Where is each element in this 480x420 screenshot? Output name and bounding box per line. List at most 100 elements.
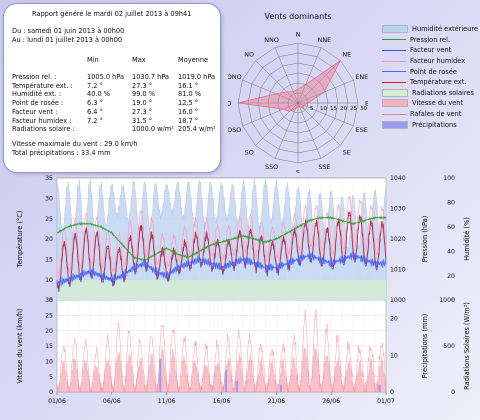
legend-swatch bbox=[382, 60, 406, 62]
y-tick-temperature: 10 bbox=[45, 277, 53, 284]
y-tick-solar: 500 bbox=[443, 343, 455, 350]
y-tick-humidity: 100 bbox=[443, 175, 455, 182]
report-row-label: Humidité ext. : bbox=[12, 90, 61, 99]
rose-spoke bbox=[274, 47, 299, 104]
rose-spoke bbox=[242, 102, 299, 127]
x-tick-label: 01/07 bbox=[377, 398, 395, 405]
rose-ring-label: 5 bbox=[310, 106, 314, 112]
y-tick-pressure: 1010 bbox=[390, 267, 406, 274]
y-axis-label-precipitation: Précipitations (mm) bbox=[421, 314, 429, 379]
x-tick-label: 16/06 bbox=[213, 398, 231, 405]
legend-swatch bbox=[382, 39, 406, 41]
report-cell-min: 40.0 % bbox=[87, 90, 111, 99]
rose-spoke bbox=[297, 102, 341, 146]
y-tick-humidity: 80 bbox=[447, 200, 455, 207]
report-row-label: Température ext. : bbox=[12, 81, 73, 90]
y-tick-precipitation: 0 bbox=[390, 389, 394, 396]
legend-label: Radiations solaires bbox=[412, 88, 474, 97]
report-panel: Rapport généré le mardi 02 juillet 2013 … bbox=[3, 3, 221, 173]
precipitation-bar bbox=[378, 384, 381, 392]
precipitation-bar bbox=[225, 369, 228, 392]
legend-item: Vitesse du vent bbox=[382, 98, 480, 109]
report-row-label: Facteur humidex : bbox=[12, 116, 72, 125]
y-tick-wind: 20 bbox=[45, 328, 53, 335]
y-tick-wind: 25 bbox=[45, 313, 53, 320]
y-tick-temperature: 20 bbox=[45, 236, 53, 243]
rose-direction-label: NO bbox=[244, 51, 254, 59]
y-tick-humidity: 60 bbox=[447, 224, 455, 231]
total-precip: Total précipitations : 33.4 mm bbox=[12, 149, 111, 157]
gust-line bbox=[56, 308, 387, 393]
legend-label: Rafales de vent bbox=[410, 110, 462, 119]
legend-item: Pression rel. bbox=[382, 35, 480, 46]
legend-swatch bbox=[382, 49, 406, 51]
report-cell-avg: 81.0 % bbox=[178, 90, 202, 99]
legend-label: Facteur humidex bbox=[410, 57, 466, 66]
legend-item: Humidité extérieure bbox=[382, 24, 480, 35]
y-tick-pressure: 1020 bbox=[390, 236, 406, 243]
rose-direction-label: ONO bbox=[228, 73, 242, 81]
y-tick-wind: 5 bbox=[49, 374, 53, 381]
legend-item: Point de rosée bbox=[382, 66, 480, 77]
report-cell-max: 99.0 % bbox=[132, 90, 156, 99]
rose-spoke bbox=[297, 79, 354, 104]
rose-ring-label: 20 bbox=[340, 106, 348, 112]
report-cell-min: 7.2 ° bbox=[87, 116, 103, 125]
report-cell-avg: 18.7 ° bbox=[178, 116, 199, 125]
report-cell-avg: 1019.0 hPa bbox=[178, 73, 216, 81]
y-tick-precipitation: 20 bbox=[390, 316, 398, 323]
col-max: Max bbox=[132, 56, 146, 64]
report-from: Du : samedi 01 juin 2013 à 00h00 bbox=[12, 27, 125, 35]
y-tick-pressure: 1040 bbox=[390, 175, 406, 182]
report-cell-avg: 12.5 ° bbox=[178, 99, 199, 108]
report-cell-min: 6.3 ° bbox=[87, 99, 103, 108]
report-cell-min: 1005.0 hPa bbox=[87, 73, 125, 81]
pressure-line bbox=[56, 215, 387, 263]
report-title: Rapport généré le mardi 02 juillet 2013 … bbox=[32, 10, 192, 18]
y-tick-pressure: 1030 bbox=[390, 206, 406, 213]
y-axis-label-humidity: Humidité (%) bbox=[463, 217, 471, 261]
rose-direction-label: SSE bbox=[318, 163, 330, 171]
rose-spoke bbox=[297, 60, 341, 104]
report-row-label: Radiations solaire : bbox=[12, 125, 75, 134]
y-tick-wind: 30 bbox=[45, 297, 53, 304]
legend-swatch bbox=[382, 81, 406, 83]
rose-ring-label: 15 bbox=[330, 106, 338, 112]
precipitation-bar bbox=[159, 358, 162, 392]
rose-direction-label: SE bbox=[343, 148, 351, 156]
y-axis-label-pressure: Pression (hPa) bbox=[421, 216, 429, 263]
report-to: Au : lundi 01 juillet 2013 à 00h00 bbox=[12, 36, 123, 44]
legend-label: Pression rel. bbox=[410, 35, 451, 44]
wind-max: Vitesse maximale du vent : 29.0 km/h bbox=[12, 140, 138, 148]
report-cell-max: 27.3 ° bbox=[132, 107, 153, 116]
y-tick-pressure: 1000 bbox=[390, 297, 406, 304]
rose-data-area bbox=[237, 60, 341, 112]
wind-rose-chart: Vents dominants N NNE NE ENE E ESE SE SSE S SSO SO O… bbox=[228, 12, 368, 173]
rose-direction-label: NNO bbox=[264, 36, 279, 44]
legend-swatch bbox=[382, 113, 406, 115]
legend-item: Précipitations bbox=[382, 119, 480, 130]
legend-swatch bbox=[382, 25, 408, 34]
legend-label: Température ext. bbox=[410, 78, 467, 87]
rose-direction-label: ENE bbox=[355, 73, 368, 81]
legend-label: Point de rosée bbox=[410, 67, 457, 76]
legend-item: Température ext. bbox=[382, 77, 480, 88]
y-axis-label-temperature: Température (°C) bbox=[16, 211, 24, 269]
x-tick-label: 11/06 bbox=[158, 398, 176, 405]
x-tick-label: 26/06 bbox=[322, 398, 340, 405]
legend-swatch bbox=[382, 71, 406, 73]
rose-direction-label: E bbox=[365, 100, 368, 108]
y-tick-temperature: 30 bbox=[45, 196, 53, 203]
legend-label: Vitesse du vent bbox=[412, 99, 464, 108]
rose-direction-label: SSO bbox=[265, 163, 278, 171]
legend-swatch bbox=[382, 120, 408, 129]
report-cell-min: 7.2 ° bbox=[87, 81, 103, 90]
rose-direction-label: NE bbox=[342, 51, 351, 59]
chart-legend: Humidité extérieure Pression rel. Facteur … bbox=[382, 24, 480, 130]
rose-spoke bbox=[297, 102, 354, 127]
report-cell-max: 31.5 ° bbox=[132, 116, 153, 125]
legend-label: Précipitations bbox=[412, 120, 457, 129]
precipitation-bar bbox=[236, 380, 239, 392]
report-cell-max: 1000.0 w/m² bbox=[132, 125, 174, 134]
y-tick-temperature: 25 bbox=[45, 216, 53, 223]
